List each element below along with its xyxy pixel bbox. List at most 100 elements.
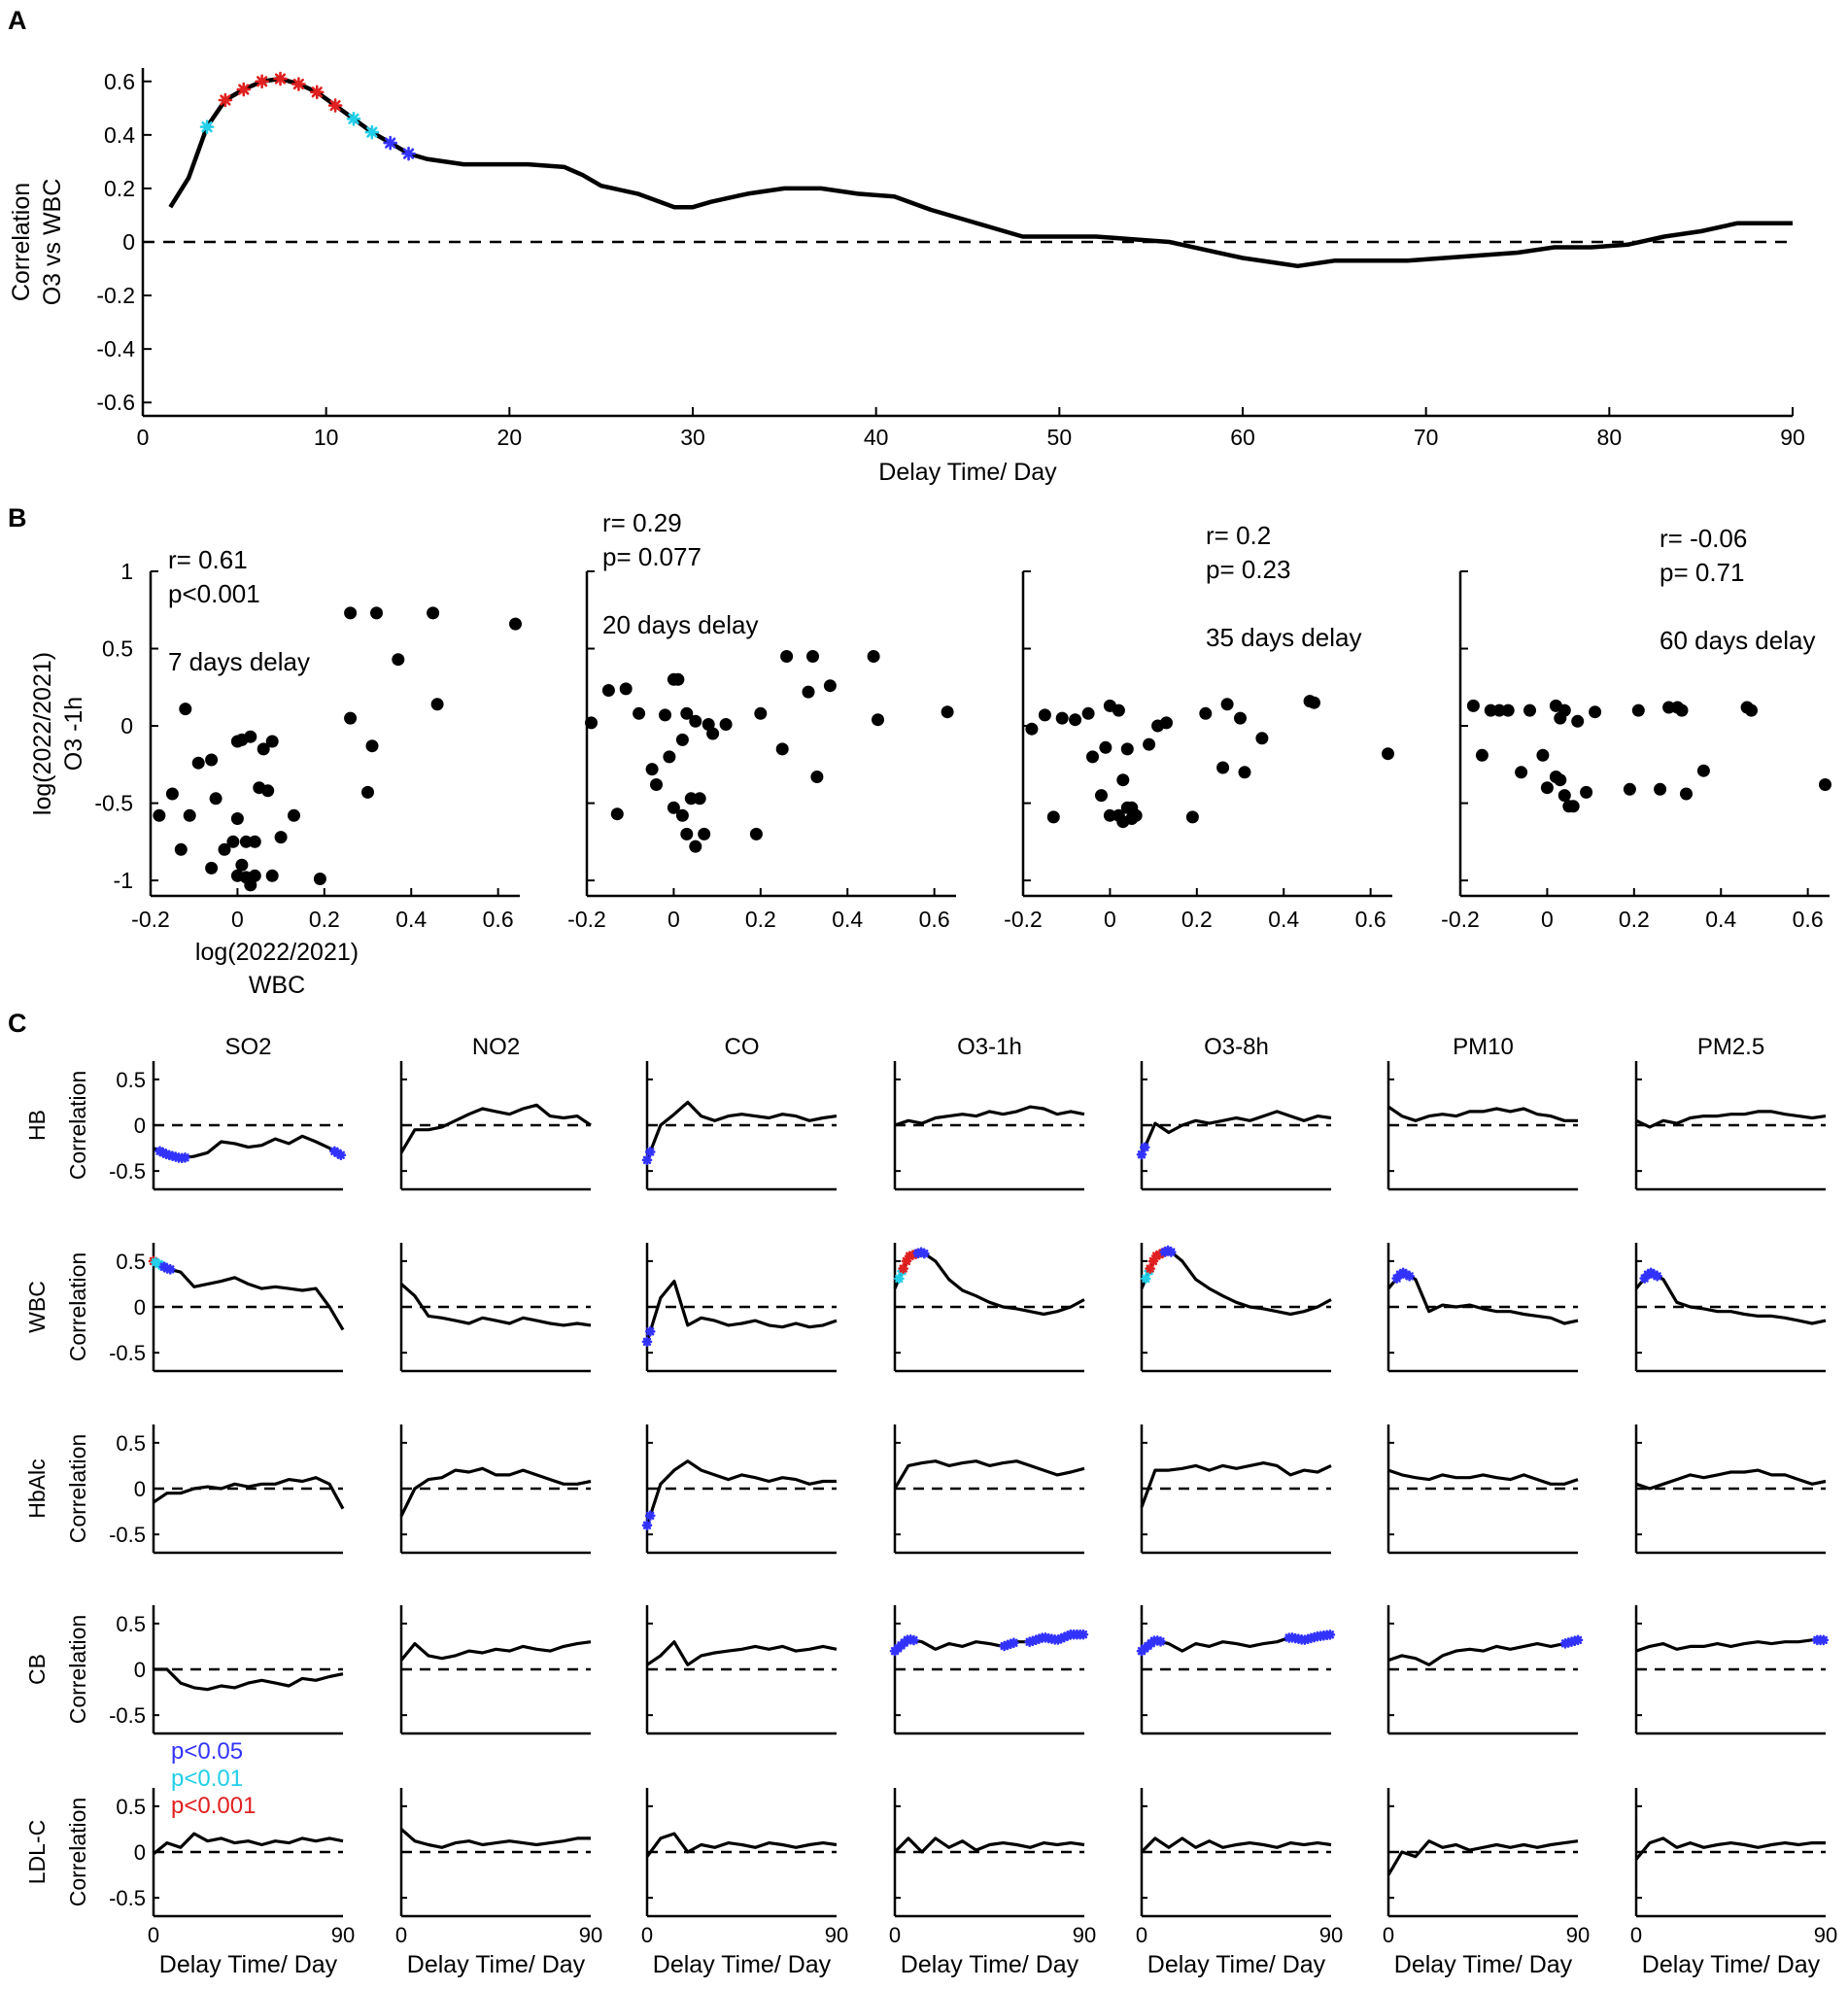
panel-c-subplot <box>399 1243 592 1373</box>
panel-b-scatter-point <box>174 842 188 856</box>
panel-b-scatter-point <box>698 827 711 841</box>
panel-c-subplot <box>1140 1243 1332 1373</box>
panel-c-subplot <box>399 1605 592 1735</box>
panel-c-y-axis-label: Correlation <box>65 1615 90 1725</box>
panel-b-p-value: p= 0.71 <box>1660 558 1744 587</box>
panel-b-scatter-point <box>1086 750 1099 764</box>
panel-b-delay-label: 7 days delay <box>168 647 310 676</box>
panel-a-y-tick-label: -0.4 <box>96 336 135 361</box>
panel-c-significance-marker <box>1818 1634 1830 1646</box>
panel-c-y-tick-label: 0 <box>134 1840 146 1865</box>
panel-c-series-line <box>154 1667 344 1692</box>
panel-b-scatter-point <box>684 792 698 806</box>
panel-b-scatter-point <box>585 716 598 730</box>
panel-a-x-tick-label: 80 <box>1597 425 1623 450</box>
panel-c-series-line <box>645 1832 838 1858</box>
panel-c-row-label: HbAlc <box>24 1458 50 1518</box>
panel-c-significance-marker <box>901 1255 912 1267</box>
panel-b-scatter-point <box>1238 766 1251 779</box>
panel-c-significance-marker <box>1078 1629 1089 1640</box>
panel-b-x-tick-label: 0.6 <box>1793 907 1824 932</box>
panel-c-subplot: 0.5 0 -0.5 <box>109 1605 344 1735</box>
panel-c-significance-marker <box>641 1154 653 1166</box>
panel-c-significance-marker <box>908 1634 919 1646</box>
panel-b-scatter-point <box>1038 708 1051 722</box>
panel-b-scatter-point <box>719 718 733 731</box>
panel-b-x-tick-label: 0 <box>1104 907 1116 932</box>
panel-b-x-tick-label: 0.2 <box>1181 907 1213 932</box>
panel-b-scatter-point <box>288 808 300 822</box>
panel-b-x-tick-label: 0 <box>667 907 680 932</box>
panel-b-scatter-point <box>1160 716 1173 730</box>
panel-b-x-tick-label: 0.6 <box>1355 907 1386 932</box>
panel-b-scatter-point <box>1095 789 1108 803</box>
panel-b-subplot: -0.2 0 0.2 0.4 0.6 r= 0.29 p= 0.077 20 days del… <box>567 508 956 932</box>
panel-b-scatter-point <box>235 858 249 872</box>
panel-b-scatter-point <box>802 685 815 699</box>
panel-b-scatter-point <box>274 831 288 844</box>
panel-b-scatter-point <box>1382 747 1394 761</box>
panel-b-scatter-point <box>183 808 196 822</box>
panel-c-x-tick-label: 90 <box>1566 1923 1590 1947</box>
panel-c-subplot: 0 90 Delay Time/ Day <box>889 1788 1096 1978</box>
panel-a-significance-marker <box>199 120 215 134</box>
panel-b-scatter-point <box>693 792 706 806</box>
panel-b-scatter-point <box>1631 703 1645 717</box>
panel-b-x-tick-label: 0 <box>231 907 244 932</box>
panel-c-y-tick-label: 0 <box>134 1477 146 1501</box>
panel-b-r-value: r= 0.2 <box>1206 521 1271 550</box>
panel-b-y-tick-label: -0.5 <box>94 791 133 816</box>
panel-c-significance-marker <box>894 1273 905 1285</box>
panel-c-row-label: WBC <box>24 1281 50 1333</box>
panel-a-x-tick-label: 60 <box>1230 425 1255 450</box>
panel-c-series-line <box>646 1640 838 1666</box>
panel-c-y-axis-label: Correlation <box>65 1798 90 1907</box>
panel-b-scatter-point <box>1099 740 1112 754</box>
panel-c-column-title: CO <box>725 1034 760 1060</box>
panel-c-significance-marker <box>1141 1273 1151 1285</box>
panel-c-series-line <box>1634 1270 1827 1325</box>
panel-b-scatter-point <box>1675 703 1689 717</box>
panel-c-subplot <box>1386 1243 1579 1373</box>
panel-c-subplot: 0.5 0 -0.5 <box>109 1424 345 1555</box>
panel-b-scatter-point <box>1501 703 1515 717</box>
panel-c-subplot: 0 90 Delay Time/ Day <box>1630 1788 1837 1978</box>
panel-b-scatter-point <box>1589 705 1602 719</box>
panel-c-significance-marker <box>919 1248 930 1259</box>
panel-c-x-tick-label: 0 <box>641 1923 653 1947</box>
panel-c-significance-marker <box>898 1263 908 1274</box>
panel-b-scatter-point <box>248 835 261 848</box>
panel-c-y-tick-label: 0.5 <box>116 1795 146 1819</box>
panel-c-subplot <box>641 1424 837 1555</box>
panel-b-scatter-point <box>230 812 244 825</box>
panel-a-significance-marker <box>236 82 252 97</box>
panel-b-scatter-point <box>344 606 358 620</box>
panel-c-series-line <box>1634 1836 1826 1861</box>
panel-a-y-tick-label: 0.4 <box>104 122 135 148</box>
panel-c-series-line <box>1140 1836 1332 1854</box>
panel-c-x-axis-label: Delay Time/ Day <box>159 1951 338 1978</box>
panel-b-p-value: p<0.001 <box>168 579 260 608</box>
panel-a-significance-marker <box>255 74 269 89</box>
panel-c-row-label: HB <box>24 1110 50 1141</box>
panel-c-subplot: 0 90 Delay Time/ Day <box>1383 1788 1590 1978</box>
panel-c-significance-marker <box>1009 1637 1019 1649</box>
panel-b-scatter-point <box>1566 800 1580 813</box>
panel-b-scatter-point <box>1185 810 1199 824</box>
panel-b-scatter-point <box>392 653 405 667</box>
panel-c-y-tick-label: 0.5 <box>116 1431 146 1456</box>
panel-c-subplot <box>1140 1424 1332 1555</box>
panel-b-scatter-point <box>1475 748 1489 762</box>
panel-a-x-tick-label: 40 <box>864 425 889 450</box>
panel-b-y-tick-label: -1 <box>114 868 133 893</box>
panel-c-significance-marker <box>1155 1636 1166 1647</box>
panel-a-significance-marker <box>383 135 398 151</box>
panel-b-scatter-point <box>365 739 379 753</box>
panel-b-x-tick-label: 0.4 <box>1268 907 1299 932</box>
panel-b-scatter-point <box>749 827 763 841</box>
panel-c-series-line <box>893 1459 1085 1490</box>
panel-a-x-tick-label: 50 <box>1047 425 1073 450</box>
panel-a-significance-marker <box>291 77 306 91</box>
panel-a-y-tick-label: 0 <box>122 229 135 255</box>
